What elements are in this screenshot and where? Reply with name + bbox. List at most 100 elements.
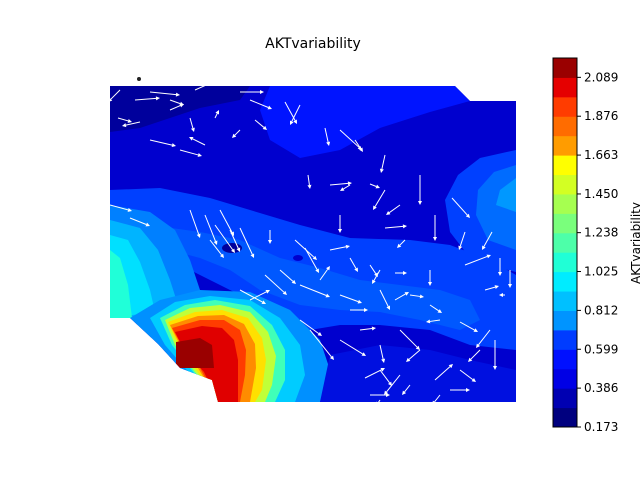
colorbar-segment xyxy=(553,232,577,253)
vector-arrows xyxy=(110,86,512,402)
vector-arrow xyxy=(214,110,219,119)
vector-arrow xyxy=(493,340,497,370)
heatmap-region-left-teal xyxy=(110,250,132,318)
vector-arrow xyxy=(350,308,368,312)
colorbar-tick-label: 2.089 xyxy=(584,70,618,84)
vector-arrow xyxy=(359,326,376,331)
vector-arrow xyxy=(379,344,386,363)
vector-arrow xyxy=(459,369,476,382)
vector-arrow xyxy=(451,197,470,218)
heatmap-region-low xyxy=(110,86,250,132)
colorbar-segment xyxy=(553,291,577,311)
colorbar-segment xyxy=(553,388,577,409)
colorbar-tick-label: 1.025 xyxy=(584,265,618,279)
colorbar-segments xyxy=(553,58,577,428)
colorbar-segment xyxy=(553,407,577,428)
vector-arrow xyxy=(464,254,491,266)
vector-arrow xyxy=(329,244,350,251)
vector-arrow xyxy=(508,270,512,288)
vector-arrow xyxy=(399,329,420,350)
vector-arrow xyxy=(428,270,432,286)
vector-arrow xyxy=(299,319,322,336)
vector-arrow xyxy=(264,274,287,295)
vector-arrow xyxy=(268,230,272,244)
vector-arrow xyxy=(279,269,296,284)
vector-arrow xyxy=(194,86,210,91)
vector-arrow xyxy=(384,224,407,229)
vector-arrow xyxy=(338,215,342,233)
vector-arrow xyxy=(249,290,270,301)
colorbar-tick-label: 1.876 xyxy=(584,109,618,123)
vector-arrow xyxy=(379,289,390,310)
vector-arrow xyxy=(498,258,502,276)
colorbar-segment xyxy=(553,252,577,273)
colorbar-segment xyxy=(553,96,577,117)
vector-arrow xyxy=(214,224,235,253)
vector-arrow xyxy=(372,269,381,284)
vector-arrow xyxy=(122,121,141,128)
colorbar-tick-label: 0.386 xyxy=(584,381,618,395)
vector-arrow xyxy=(429,304,442,313)
colorbar-segment xyxy=(553,116,577,137)
vector-arrow xyxy=(249,99,272,110)
colorbar-segment xyxy=(553,329,577,350)
vector-arrow xyxy=(239,227,255,258)
vector-arrow xyxy=(149,139,176,148)
vector-arrow xyxy=(149,91,180,97)
colorbar-segment xyxy=(553,58,577,78)
vector-arrow xyxy=(189,117,195,132)
vector-arrow xyxy=(384,374,401,395)
vector-arrow xyxy=(294,239,317,260)
vector-arrow xyxy=(339,294,362,304)
vector-arrow xyxy=(254,119,267,130)
vector-arrow xyxy=(386,204,401,215)
vector-arrow xyxy=(232,129,241,138)
vector-arrow xyxy=(299,284,330,298)
vector-arrow xyxy=(406,349,421,362)
vector-arrow xyxy=(129,217,150,227)
heatmap-hotspot-core xyxy=(176,338,214,368)
vector-arrow xyxy=(418,175,422,205)
vector-arrow xyxy=(432,394,441,402)
vector-arrow xyxy=(394,292,409,301)
vector-arrow xyxy=(402,384,411,395)
vector-arrow xyxy=(484,285,499,291)
colorbar-segment xyxy=(553,77,577,98)
vector-arrow xyxy=(468,349,481,362)
colorbar-segment xyxy=(553,310,577,331)
vector-arrow xyxy=(459,321,478,332)
colorbar-label: AKTvariability xyxy=(629,202,640,284)
colorbar-tick-label: 1.238 xyxy=(584,226,618,240)
heatmap-blob-low-2 xyxy=(293,255,303,261)
colorbar-tick-label: 1.450 xyxy=(584,187,618,201)
heatmap-region-band-upper xyxy=(260,86,470,158)
vector-arrow xyxy=(364,368,385,379)
vector-arrow xyxy=(349,257,358,272)
vector-arrow xyxy=(340,184,351,191)
vector-arrow xyxy=(426,319,441,324)
vector-arrow xyxy=(476,329,491,348)
colorbar: 0.173 0.386 0.599 0.812 1.025 1.238 1.450 1.663… xyxy=(552,57,640,434)
colorbar-tick-label: 0.173 xyxy=(584,420,618,434)
vector-arrow xyxy=(397,239,406,248)
vector-arrow xyxy=(450,388,470,392)
vector-arrow xyxy=(110,89,121,102)
colorbar-segment xyxy=(553,349,577,370)
vector-arrow xyxy=(239,289,266,304)
vector-arrow xyxy=(499,293,505,297)
vector-arrow xyxy=(209,239,224,258)
chart-title: AKTvariability xyxy=(265,36,361,52)
vector-arrow xyxy=(369,183,380,189)
vector-arrow xyxy=(373,189,386,210)
vector-arrow xyxy=(179,149,202,157)
vector-arrow xyxy=(433,215,437,241)
vector-arrow xyxy=(169,103,184,111)
colorbar-segment xyxy=(553,155,577,176)
vector-arrow xyxy=(395,271,407,275)
vector-arrow xyxy=(307,174,312,189)
colorbar-tick-label: 1.663 xyxy=(584,148,618,162)
vector-arrow xyxy=(339,339,366,356)
vector-arrow xyxy=(309,329,334,360)
vector-arrow xyxy=(319,266,330,281)
